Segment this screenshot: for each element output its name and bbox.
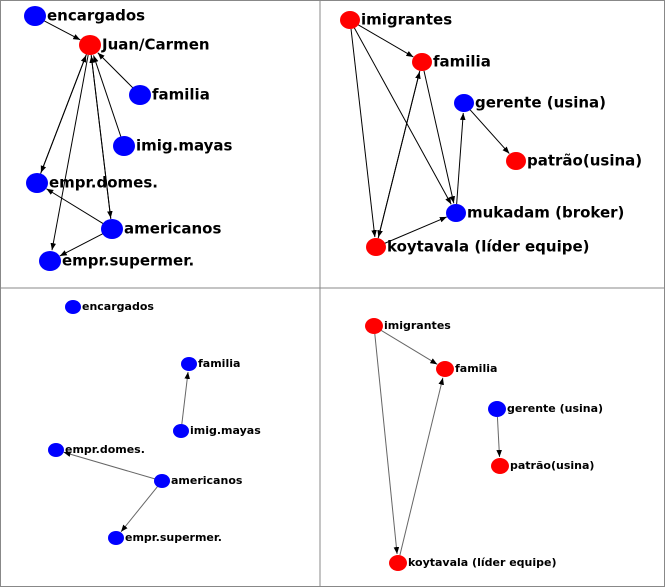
node [129, 85, 151, 105]
edge [59, 233, 104, 257]
node-label: imigrantes [361, 11, 452, 29]
edge [97, 52, 134, 89]
edge [181, 371, 191, 425]
node [389, 555, 407, 571]
node [39, 251, 61, 271]
node-label: familia [198, 357, 240, 370]
node-label: familia [455, 362, 497, 375]
node [101, 219, 123, 239]
node-label: mukadam (broker) [467, 204, 624, 222]
node-label: gerente (usina) [475, 94, 606, 112]
node [506, 152, 526, 170]
node-label: encargados [47, 7, 145, 25]
edge [384, 216, 447, 244]
edge [353, 27, 452, 205]
node [436, 361, 454, 377]
node-label: patrão(usina) [510, 459, 594, 472]
node [412, 53, 432, 71]
node-label: encargados [82, 300, 154, 313]
node-label: imig.mayas [190, 424, 261, 437]
edge [46, 188, 104, 225]
node-label: imig.mayas [136, 137, 233, 155]
edge [496, 416, 502, 458]
edge [456, 112, 466, 205]
node-label: familia [433, 53, 491, 71]
node [108, 531, 124, 545]
node [79, 35, 101, 55]
node [365, 318, 383, 334]
node-label: Juan/Carmen [101, 36, 210, 54]
edge [377, 70, 421, 238]
node [24, 6, 46, 26]
edge [350, 28, 377, 238]
edge [40, 55, 87, 174]
node-label: imigrantes [384, 319, 451, 332]
edge [63, 451, 156, 480]
edge [93, 55, 122, 137]
node-label: gerente (usina) [507, 402, 603, 415]
node [454, 94, 474, 112]
node [48, 443, 64, 457]
edge [50, 54, 89, 251]
node [181, 357, 197, 371]
edge [423, 70, 455, 204]
node [65, 300, 81, 314]
node-label: empr.supermer. [125, 531, 222, 544]
node [366, 238, 386, 256]
edge [120, 486, 158, 533]
edge [374, 333, 400, 555]
node-label: americanos [124, 220, 221, 238]
node-label: patrão(usina) [527, 152, 642, 170]
edge [380, 329, 438, 365]
edge [89, 55, 112, 220]
node-label: familia [152, 86, 210, 104]
node [26, 173, 48, 193]
node [446, 204, 466, 222]
node [491, 458, 509, 474]
node-label: empr.domes. [49, 174, 158, 192]
node-label: empr.supermer. [62, 252, 194, 270]
node-label: americanos [171, 474, 243, 487]
node-label: koytavala (líder equipe) [387, 238, 590, 256]
node [488, 401, 506, 417]
node-label: empr.domes. [65, 443, 145, 456]
node [154, 474, 170, 488]
node [173, 424, 189, 438]
node [340, 11, 360, 29]
node [113, 136, 135, 156]
edge [399, 377, 444, 556]
node-label: koytavala (líder equipe) [408, 556, 557, 569]
edge [43, 20, 81, 41]
edge [357, 24, 414, 58]
edge [469, 109, 510, 154]
